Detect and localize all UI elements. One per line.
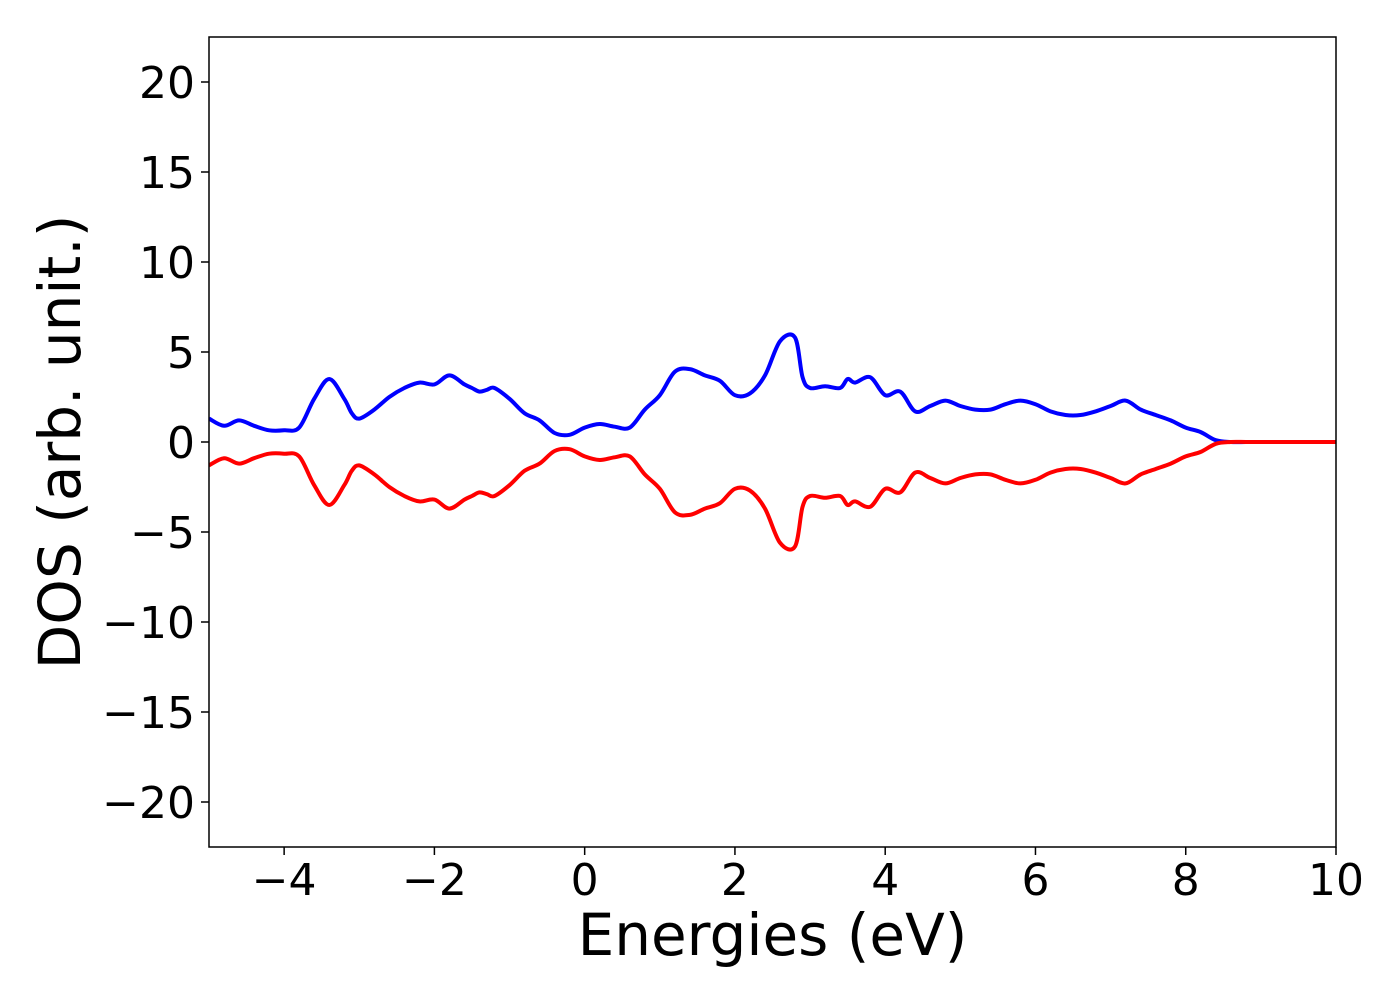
dos-line-down: [209, 439, 1336, 552]
y-tick-label: 20: [139, 58, 195, 109]
plot-frame: [208, 36, 1337, 848]
y-tick-label: −15: [102, 688, 195, 739]
x-tick-label: 6: [1021, 855, 1049, 906]
y-tick-label: 5: [167, 328, 195, 379]
x-tick-label: 8: [1172, 855, 1200, 906]
x-tick-label: 10: [1308, 855, 1364, 906]
x-tick-label: −2: [402, 855, 467, 906]
plot-area: [209, 332, 1336, 552]
y-tick-label: 0: [167, 418, 195, 469]
x-tick-label: −4: [252, 855, 317, 906]
y-tick-label: 10: [139, 238, 195, 289]
x-tick-label: 0: [571, 855, 599, 906]
y-axis: 20 15 10 5 0 −5 −10 −15 −20: [102, 58, 209, 829]
y-tick-label: −5: [130, 508, 195, 559]
x-axis: −4 −2 0 2 4 6 8 10: [252, 847, 1364, 906]
x-axis-label: Energies (eV): [578, 901, 968, 969]
x-tick-label: 2: [721, 855, 749, 906]
y-tick-label: 15: [139, 148, 195, 199]
x-tick-label: 4: [871, 855, 899, 906]
y-axis-label: DOS (arb. unit.): [26, 215, 94, 670]
y-tick-label: −20: [102, 778, 195, 829]
y-tick-label: −10: [102, 598, 195, 649]
dos-line-up: [209, 332, 1336, 445]
